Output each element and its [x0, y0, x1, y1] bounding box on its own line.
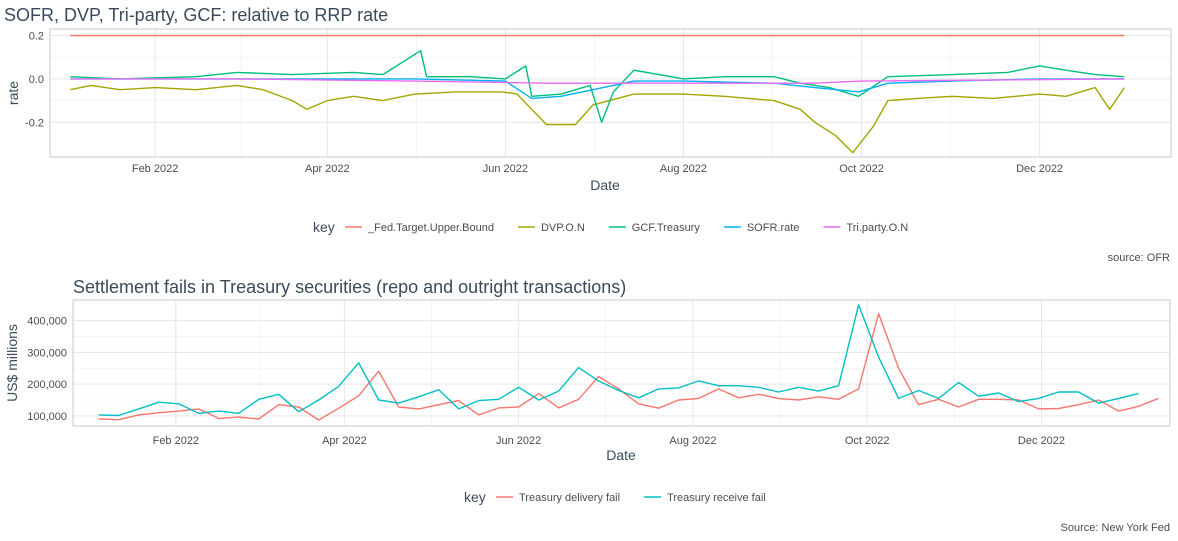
series-line-sofr-rate [70, 78, 1125, 100]
x-tick-label: Jun 2022 [496, 435, 541, 447]
legend-label-tri-party-o-n: Tri.party.O.N [846, 222, 908, 234]
y-tick-label: 200,000 [27, 379, 67, 391]
series-line-gcf-treasury [70, 50, 1125, 124]
chart2-legend: key Treasury delivery fail Treasury recei… [464, 489, 766, 505]
y-tick-label: 300,000 [27, 347, 67, 359]
chart2-panel [72, 299, 1171, 427]
y-tick-label: 400,000 [27, 316, 67, 328]
x-tick-label: Dec 2022 [1018, 435, 1065, 447]
x-tick-label: Apr 2022 [322, 435, 367, 447]
x-tick-label: Feb 2022 [153, 435, 199, 447]
x-tick-label: Feb 2022 [132, 163, 178, 175]
y-tick-label: 0.2 [29, 31, 44, 43]
rates-chart: SOFR, DVP, Tri-party, GCF: relative to R… [4, 5, 1172, 264]
x-tick-label: Oct 2022 [845, 435, 890, 447]
chart2-title: Settlement fails in Treasury securities … [73, 277, 626, 297]
chart1-title: SOFR, DVP, Tri-party, GCF: relative to R… [4, 5, 388, 25]
chart1-x-ticks: Feb 2022 Apr 2022 Jun 2022 Aug 2022 Oct 2022… [132, 163, 1063, 175]
chart2-legend-title: key [464, 489, 486, 505]
chart2-x-ticks: Feb 2022 Apr 2022 Jun 2022 Aug 2022 Oct 2022… [153, 435, 1065, 447]
chart2-series [98, 304, 1159, 421]
chart2-x-axis-title: Date [606, 447, 636, 463]
x-tick-label: Dec 2022 [1016, 163, 1063, 175]
chart2-gridlines [73, 300, 1170, 426]
x-tick-label: Jun 2022 [483, 163, 528, 175]
legend-label-treasury-delivery-fail: Treasury delivery fail [519, 492, 620, 504]
y-tick-label: 100,000 [27, 411, 67, 423]
series-line-tri-party-o-n [70, 78, 1125, 84]
chart2-caption: Source: New York Fed [1061, 522, 1170, 534]
chart2-y-ticks: 400,000 300,000 200,000 100,000 [27, 316, 67, 423]
chart1-y-ticks: 0.2 0.0 -0.2 [25, 31, 44, 130]
y-tick-label: -0.2 [25, 117, 44, 129]
x-tick-label: Apr 2022 [305, 163, 350, 175]
settlement-fails-chart: Settlement fails in Treasury securities … [4, 277, 1171, 534]
chart1-gridlines [50, 29, 1171, 157]
legend-label-gcf-treasury: GCF.Treasury [632, 222, 701, 234]
x-tick-label: Aug 2022 [669, 435, 716, 447]
chart1-legend-title: key [313, 219, 335, 235]
chart1-legend: key _Fed.Target.Upper.Bound DVP.O.N GCF.Tr… [313, 219, 908, 235]
legend-label-dvp-o-n: DVP.O.N [541, 222, 585, 234]
chart1-panel [49, 28, 1172, 158]
chart1-series [70, 34, 1125, 154]
series-line-dvp-o-n [70, 84, 1125, 154]
chart1-y-axis-title: rate [5, 81, 21, 105]
legend-label-fed-target-upper-bound: _Fed.Target.Upper.Bound [367, 222, 494, 234]
chart2-y-axis-title: US$ millions [4, 324, 20, 402]
series-line-treasury-delivery-fail [98, 312, 1159, 421]
x-tick-label: Aug 2022 [660, 163, 707, 175]
chart1-x-axis-title: Date [590, 177, 620, 193]
legend-label-treasury-receive-fail: Treasury receive fail [667, 492, 766, 504]
legend-label-sofr-rate: SOFR.rate [747, 222, 800, 234]
chart1-caption: source: OFR [1108, 252, 1170, 264]
x-tick-label: Oct 2022 [839, 163, 884, 175]
series-line-treasury-receive-fail [98, 304, 1139, 417]
y-tick-label: 0.0 [29, 74, 44, 86]
